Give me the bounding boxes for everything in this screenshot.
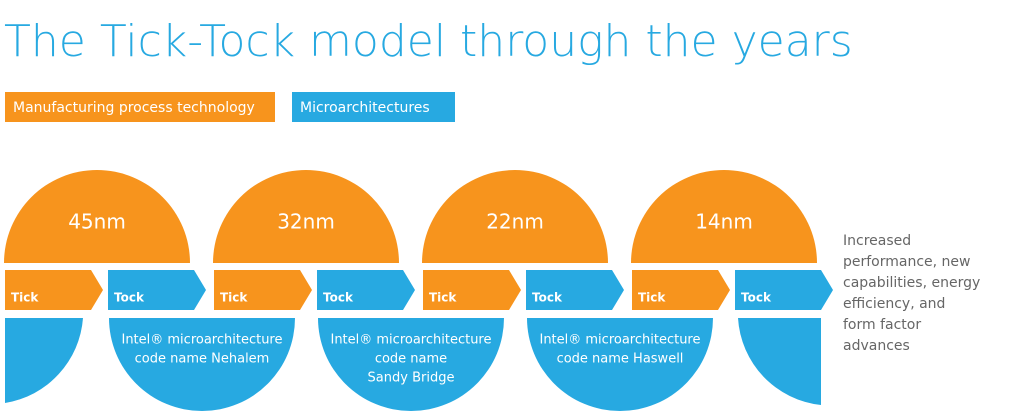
partial-arch [5,318,83,403]
step-arrow [423,270,521,310]
microarchitecture-label: code name Nehalem [135,352,270,367]
step-label: Tick [220,291,248,305]
step-arrow [214,270,312,310]
step-label: Tick [638,291,666,305]
note-line: advances [843,338,910,354]
title: The Tick-Tock model through the years [4,16,853,67]
step-arrow [735,270,833,310]
step-label: Tock [114,291,145,305]
legend-swatch [292,92,455,122]
process-node [422,170,608,263]
process-node-label: 45nm [68,210,126,234]
process-node-label: 32nm [277,210,335,234]
note-line: efficiency, and [843,296,945,312]
process-node-label: 14nm [695,210,753,234]
step-label: Tock [532,291,563,305]
step-label: Tick [429,291,457,305]
microarchitecture [109,318,295,411]
microarchitecture-label: Intel® microarchitecture [121,333,282,348]
step-arrow [632,270,730,310]
step-label: Tock [741,291,772,305]
microarchitecture [318,318,504,411]
note-line: Increased [843,233,911,249]
microarchitecture [527,318,713,411]
partial-arch [738,318,821,405]
step-arrow [526,270,624,310]
microarchitecture-label: Intel® microarchitecture [330,333,491,348]
note-line: performance, new [843,254,971,270]
legend-swatch [5,92,275,122]
note-line: form factor [843,317,921,333]
step-arrow [317,270,415,310]
process-node [631,170,817,263]
step-label: Tock [323,291,354,305]
process-node [213,170,399,263]
legend-label: Microarchitectures [300,100,430,116]
note-line: capabilities, energy [843,275,980,291]
legend-label: Manufacturing process technology [13,100,255,116]
step-arrow [5,270,103,310]
microarchitecture-label: code name [375,352,447,367]
process-node-label: 22nm [486,210,544,234]
step-label: Tick [11,291,39,305]
microarchitecture-label: Intel® microarchitecture [539,333,700,348]
microarchitecture-label: code name Haswell [557,352,684,367]
process-node [4,170,190,263]
step-arrow [108,270,206,310]
microarchitecture-label: Sandy Bridge [368,371,455,386]
